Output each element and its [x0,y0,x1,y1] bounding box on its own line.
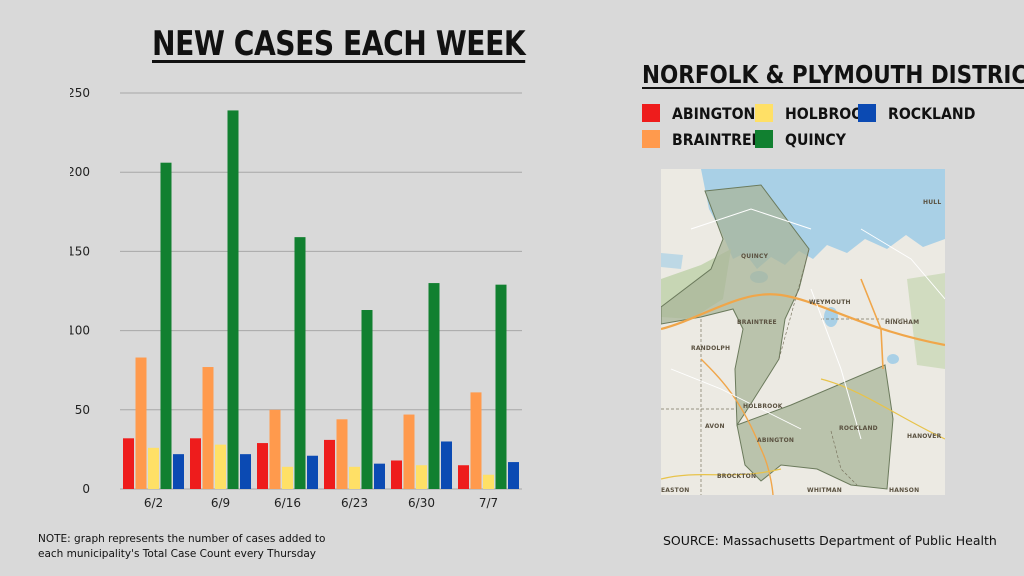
bar-holbrook-6-23 [349,466,360,489]
legend-label: QUINCY [785,129,846,149]
map-label-hanson: HANSON [889,487,920,494]
map-label-brockton: BROCKTON [717,473,757,480]
bar-braintree-6-2 [135,357,147,489]
gridlines [120,92,522,490]
legend-item-rockland: ROCKLAND [858,102,987,124]
x-tick-label: 6/23 [341,496,368,510]
map-label-hanover: HANOVER [907,433,942,440]
bar-braintree-6-30 [403,414,415,489]
legend-swatch [755,104,773,122]
bar-braintree-6-23 [336,419,348,489]
bar-quincy-6-9 [227,110,239,489]
map-label-easton: EASTON [661,487,690,494]
y-tick-label: 150 [70,244,90,258]
bar-chart: 0 50 100 150 200 250 6/2 6/9 6/16 6/23 6/30 7/7 [70,86,522,510]
y-tick-label: 200 [70,165,90,179]
bar-abington-6-9 [190,438,201,489]
legend-item-quincy: QUINCY [755,128,854,150]
map-label-rockland: ROCKLAND [839,425,878,432]
bar-rockland-6-30 [441,441,452,489]
legend-label: BRAINTREE [672,129,762,149]
legend-label: HOLBROOK [785,103,875,123]
district-title: NORFOLK & PLYMOUTH DISTRICT [642,60,1024,89]
map-label-randolph: RANDOLPH [691,345,731,352]
bar-holbrook-6-30 [416,465,427,489]
y-tick-label: 0 [82,482,90,496]
bar-holbrook-6-16 [282,466,293,489]
chart-title: NEW CASES EACH WEEK [152,24,526,64]
bar-quincy-6-2 [160,162,172,490]
bar-quincy-6-16 [294,237,306,489]
legend-swatch [642,104,660,122]
bar-holbrook-7-7 [483,474,494,489]
legend-swatch [858,104,876,122]
map-label-holbrook: HOLBROOK [743,403,783,410]
bar-rockland-6-16 [307,455,318,489]
bar-quincy-6-30 [428,283,440,489]
legend-item-braintree: BRAINTREE [642,128,773,150]
bar-rockland-7-7 [508,462,519,489]
y-tick-label: 50 [75,403,90,417]
bar-rockland-6-23 [374,463,385,489]
bars [123,110,519,490]
note: NOTE: graph represents the number of cas… [38,533,326,560]
map-label-whitman: WHITMAN [807,487,843,494]
map-label-hingham: HINGHAM [885,319,920,326]
legend-item-holbrook: HOLBROOK [755,102,886,124]
legend-label: ABINGTON [672,103,756,123]
x-tick-label: 6/30 [408,496,435,510]
legend-swatch [755,130,773,148]
x-tick-label: 6/9 [211,496,230,510]
legend-label: ROCKLAND [888,103,976,123]
bar-abington-6-30 [391,460,402,489]
map-label-weymouth: WEYMOUTH [809,299,851,306]
district-map: QUINCY WEYMOUTH HINGHAM BRAINTREE RANDOL… [661,169,945,495]
bar-abington-6-23 [324,439,335,489]
bar-braintree-7-7 [470,392,482,489]
source: SOURCE: Massachusetts Department of Publ… [663,533,997,548]
bar-rockland-6-2 [173,454,184,489]
bar-braintree-6-9 [202,367,214,489]
y-tick-label: 100 [70,324,90,338]
bar-quincy-7-7 [495,284,507,489]
x-tick-label: 7/7 [479,496,498,510]
bar-holbrook-6-9 [215,444,226,489]
map-label-avon: AVON [705,423,725,430]
x-axis-ticks: 6/2 6/9 6/16 6/23 6/30 7/7 [144,496,498,510]
map-label-quincy: QUINCY [741,253,769,260]
map-graphic [661,169,945,495]
bar-quincy-6-23 [361,310,373,489]
bar-abington-6-2 [123,438,134,489]
legend-swatch [642,130,660,148]
legend: ABINGTON HOLBROOK ROCKLAND BRAINTREE QUI… [642,102,975,154]
y-tick-label: 250 [70,86,90,100]
y-axis-ticks: 0 50 100 150 200 250 [70,86,90,496]
legend-item-abington: ABINGTON [642,102,767,124]
bar-holbrook-6-2 [148,447,159,489]
bar-abington-7-7 [458,465,469,489]
bar-rockland-6-9 [240,454,251,489]
map-label-abington: ABINGTON [757,437,795,444]
map-label-braintree: BRAINTREE [737,319,777,326]
x-tick-label: 6/16 [274,496,301,510]
bar-abington-6-16 [257,443,268,489]
bar-braintree-6-16 [269,409,281,489]
map-label-hull: HULL [923,199,942,206]
x-tick-label: 6/2 [144,496,163,510]
